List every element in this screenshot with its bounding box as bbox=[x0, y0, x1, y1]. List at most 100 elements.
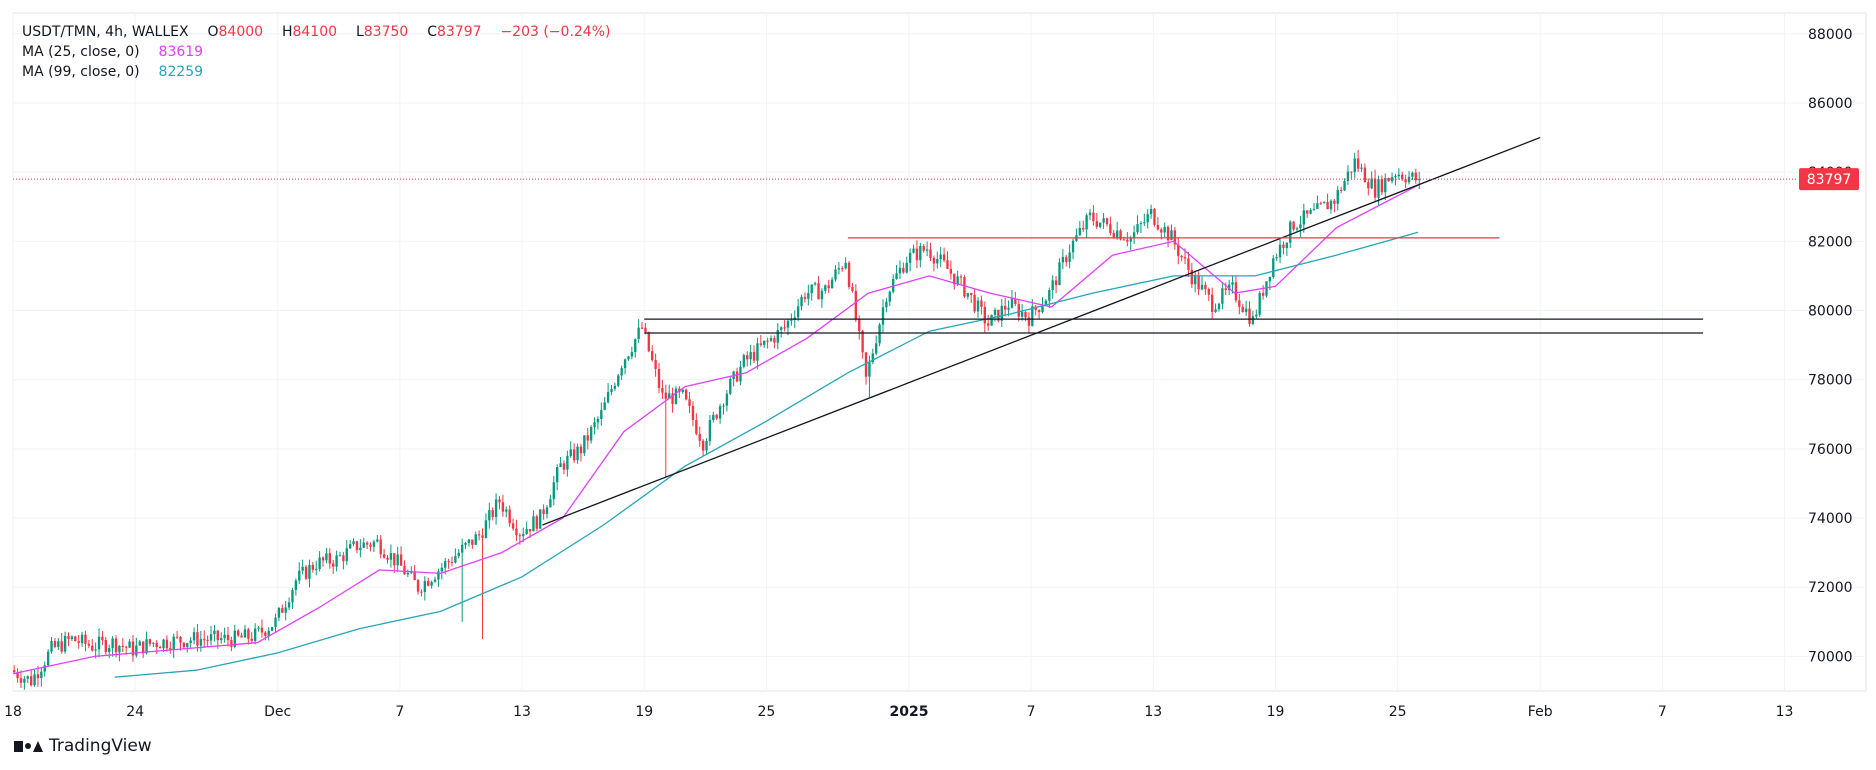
candle bbox=[671, 387, 674, 413]
candle bbox=[114, 635, 118, 658]
candle bbox=[87, 639, 91, 649]
candle bbox=[647, 331, 651, 353]
candle bbox=[46, 649, 50, 667]
y-tick-label: 86000 bbox=[1808, 96, 1853, 112]
candle bbox=[257, 626, 260, 632]
candle bbox=[148, 638, 152, 647]
candle bbox=[162, 638, 165, 652]
candle bbox=[1187, 251, 1190, 278]
candle bbox=[603, 397, 606, 411]
candle bbox=[837, 262, 841, 275]
trendline[interactable] bbox=[542, 136, 1541, 526]
candle bbox=[131, 635, 135, 662]
candle bbox=[803, 292, 807, 303]
candle bbox=[525, 521, 528, 535]
candle bbox=[118, 645, 121, 662]
candle bbox=[953, 273, 956, 290]
candle bbox=[620, 365, 623, 380]
candle bbox=[871, 348, 875, 365]
candle bbox=[84, 630, 87, 652]
candle bbox=[1146, 209, 1149, 229]
candle bbox=[1346, 165, 1350, 185]
legend-ma99-row[interactable]: MA (99, close, 0) 82259 bbox=[22, 62, 610, 82]
candle bbox=[1007, 300, 1010, 317]
candle bbox=[715, 413, 718, 421]
time-axis[interactable]: 18 24 Dec 7 13 19 25 2025 7 13 19 25 Feb 7 13 bbox=[4, 704, 1793, 720]
candle bbox=[681, 388, 684, 394]
candle bbox=[1204, 281, 1207, 295]
candle bbox=[29, 670, 33, 687]
candle bbox=[209, 625, 213, 646]
candle bbox=[1163, 222, 1166, 238]
candle bbox=[630, 346, 634, 360]
candle bbox=[698, 426, 701, 447]
candle bbox=[91, 639, 94, 652]
candle bbox=[26, 675, 29, 684]
candle bbox=[23, 676, 26, 690]
candle bbox=[919, 242, 922, 268]
candle bbox=[1010, 290, 1014, 309]
last-price-marker: 83797 bbox=[13, 168, 1859, 191]
candle bbox=[1156, 217, 1160, 231]
candle bbox=[905, 256, 908, 274]
candle bbox=[756, 337, 759, 370]
candle bbox=[769, 335, 773, 343]
close-label: C bbox=[427, 24, 437, 40]
candle bbox=[817, 276, 820, 300]
candle bbox=[1071, 238, 1075, 260]
candle bbox=[345, 539, 348, 566]
candle bbox=[250, 632, 253, 644]
candle bbox=[783, 320, 786, 332]
candle bbox=[1214, 303, 1217, 313]
candle bbox=[16, 668, 19, 683]
candle bbox=[494, 493, 498, 525]
candle bbox=[450, 556, 454, 567]
candle bbox=[80, 631, 84, 647]
candle bbox=[688, 392, 691, 414]
candle bbox=[1058, 258, 1061, 286]
candle bbox=[291, 587, 294, 609]
candle bbox=[393, 553, 396, 573]
plot-area[interactable] bbox=[12, 12, 1867, 692]
candle bbox=[976, 297, 980, 318]
candle bbox=[834, 265, 837, 282]
candle bbox=[362, 537, 365, 549]
candle bbox=[454, 548, 457, 564]
candle bbox=[881, 299, 885, 334]
x-tick-label: 13 bbox=[1776, 704, 1794, 720]
candle bbox=[708, 415, 712, 446]
candle bbox=[53, 638, 57, 649]
candle bbox=[572, 443, 576, 463]
symbol-label[interactable]: USDT/TMN, 4h, WALLEX bbox=[22, 24, 189, 40]
last-price-tag bbox=[1799, 168, 1859, 191]
candle bbox=[484, 513, 488, 539]
candle bbox=[287, 597, 291, 611]
candle bbox=[1126, 232, 1129, 247]
candle bbox=[983, 301, 986, 333]
candle bbox=[556, 464, 559, 491]
candle bbox=[579, 443, 583, 462]
candle bbox=[623, 358, 627, 375]
candle bbox=[376, 535, 379, 543]
candle bbox=[1309, 208, 1312, 215]
candle bbox=[763, 340, 766, 348]
y-tick-label: 74000 bbox=[1808, 511, 1853, 527]
candle bbox=[457, 548, 460, 559]
y-tick-label: 76000 bbox=[1808, 442, 1853, 458]
x-tick-label: 24 bbox=[126, 704, 144, 720]
candle bbox=[121, 638, 124, 653]
candle bbox=[535, 514, 539, 532]
tradingview-brand[interactable]: TradingView bbox=[14, 736, 152, 756]
candle bbox=[695, 413, 698, 436]
candle bbox=[179, 636, 182, 651]
candle bbox=[40, 667, 43, 687]
candle bbox=[1258, 291, 1261, 318]
legend-ma25-row[interactable]: MA (25, close, 0) 83619 bbox=[22, 42, 610, 62]
candle bbox=[230, 636, 233, 652]
candle bbox=[1387, 177, 1390, 182]
candle bbox=[1234, 276, 1238, 303]
y-tick-label: 82000 bbox=[1808, 234, 1853, 250]
candle bbox=[895, 264, 898, 280]
candle bbox=[304, 564, 308, 581]
